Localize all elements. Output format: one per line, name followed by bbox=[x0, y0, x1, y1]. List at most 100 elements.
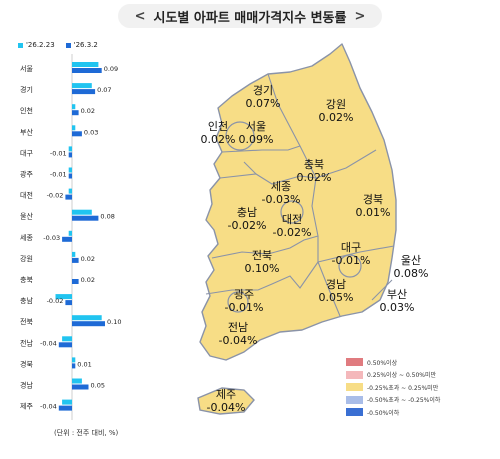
region-border bbox=[267, 73, 377, 179]
value-label: 0.09 bbox=[104, 65, 118, 73]
region-value: -0.01% bbox=[332, 254, 371, 267]
value-label: -0.04 bbox=[40, 339, 57, 347]
bar-curr bbox=[72, 363, 76, 369]
category-label: 충북 bbox=[20, 275, 33, 284]
region-name: 광주 bbox=[234, 288, 254, 301]
bar-curr bbox=[72, 68, 102, 73]
legend-item-prev: '26.2.23 bbox=[18, 41, 55, 49]
region-border bbox=[221, 145, 301, 153]
region-name: 강원 bbox=[326, 98, 346, 111]
map-legend-item: 0.25%이상 ~ 0.50%미만 bbox=[346, 369, 440, 382]
category-label: 인천 bbox=[20, 106, 33, 115]
region-value: 0.09% bbox=[239, 133, 274, 146]
bar-prev bbox=[72, 104, 76, 110]
category-label: 경기 bbox=[20, 85, 33, 94]
bar-curr bbox=[72, 215, 99, 221]
category-label: 세종 bbox=[20, 233, 33, 242]
gwangju-shape bbox=[227, 291, 249, 313]
region-name: 경남 bbox=[326, 278, 346, 291]
map-legend-swatch bbox=[346, 408, 363, 417]
bar-curr bbox=[58, 342, 72, 348]
map-legend-label: 0.50%이상 bbox=[367, 359, 398, 367]
bar-curr bbox=[72, 110, 79, 116]
region-border bbox=[371, 279, 393, 301]
region-value: 0.02% bbox=[319, 111, 354, 124]
map-legend-label: -0.25%초과 ~ 0.25%미만 bbox=[367, 384, 439, 392]
region-border bbox=[219, 173, 317, 185]
region-name: 서울 bbox=[246, 120, 266, 133]
value-label: 0.02 bbox=[81, 107, 95, 115]
category-label: 전남 bbox=[20, 338, 33, 347]
bar-curr bbox=[72, 257, 79, 263]
value-label: 0.08 bbox=[100, 213, 114, 221]
category-label: 대구 bbox=[20, 149, 33, 157]
region-value: 0.02% bbox=[201, 133, 236, 146]
region-value: 0.08% bbox=[394, 267, 429, 280]
category-label: 울산 bbox=[20, 212, 33, 221]
jeju-shape bbox=[197, 387, 255, 415]
region-name: 대구 bbox=[341, 241, 361, 254]
category-label: 강원 bbox=[20, 254, 33, 263]
region-border bbox=[317, 245, 395, 263]
bar-curr bbox=[72, 384, 89, 390]
region-value: 0.05% bbox=[319, 291, 354, 304]
value-label: -0.03 bbox=[43, 234, 60, 242]
map-legend-label: 0.25%이상 ~ 0.50%미만 bbox=[367, 372, 437, 380]
region-value: 0.01% bbox=[356, 206, 391, 219]
chart-title: < 시도별 아파트 매매가격지수 변동률 > bbox=[118, 4, 382, 28]
bar-curr bbox=[72, 321, 105, 327]
category-label: 부산 bbox=[20, 127, 33, 136]
unit-note: (단위 : 전주 대비, %) bbox=[54, 429, 119, 437]
value-label: -0.01 bbox=[50, 171, 67, 179]
region-border bbox=[211, 235, 319, 259]
category-label: 경남 bbox=[20, 381, 33, 390]
bar-curr bbox=[68, 152, 72, 158]
region-value: -0.04% bbox=[219, 334, 258, 347]
value-label: -0.02 bbox=[47, 297, 64, 305]
region-value: -0.02% bbox=[273, 226, 312, 239]
value-label: 0.03 bbox=[84, 128, 98, 136]
bar-prev bbox=[55, 294, 72, 300]
map-legend-swatch bbox=[346, 383, 363, 392]
value-label: -0.02 bbox=[47, 192, 64, 200]
map-legend-swatch bbox=[346, 358, 363, 367]
value-label: 0.05 bbox=[91, 382, 105, 390]
category-label: 서울 bbox=[20, 64, 33, 73]
seoul-shape bbox=[225, 121, 255, 151]
bar-curr bbox=[65, 194, 72, 200]
map-legend-item: 0.50%이상 bbox=[346, 356, 440, 369]
value-label: -0.01 bbox=[50, 149, 67, 157]
category-label: 제주 bbox=[20, 403, 33, 411]
region-name: 경기 bbox=[253, 84, 273, 97]
region-value: -0.03% bbox=[262, 193, 301, 206]
bar-prev bbox=[62, 336, 72, 342]
bar-prev bbox=[72, 357, 76, 363]
legend-swatch-curr bbox=[65, 42, 71, 48]
region-name: 울산 bbox=[401, 254, 421, 267]
region-name: 세종 bbox=[271, 180, 291, 193]
legend-item-curr: '26.3.2 bbox=[65, 41, 98, 49]
category-label: 광주 bbox=[20, 171, 33, 179]
region-name: 충남 bbox=[237, 206, 257, 219]
bar-prev bbox=[72, 209, 92, 215]
daejeon-shape bbox=[280, 200, 304, 224]
region-name: 대전 bbox=[282, 213, 302, 226]
region-border bbox=[311, 177, 341, 317]
bar-prev bbox=[72, 251, 76, 257]
region-name: 전북 bbox=[252, 249, 272, 262]
bar-curr bbox=[72, 89, 96, 95]
map-legend-label: -0.50%초과 ~ -0.25%이하 bbox=[367, 397, 441, 405]
value-label: 0.07 bbox=[97, 86, 111, 94]
region-value: -0.01% bbox=[225, 301, 264, 314]
chevron-right-icon: > bbox=[354, 8, 366, 24]
bar-prev bbox=[72, 83, 92, 89]
value-label: 0.10 bbox=[107, 318, 121, 326]
mainland-shape bbox=[199, 43, 397, 361]
chevron-left-icon: < bbox=[134, 8, 146, 24]
bar-curr bbox=[68, 173, 72, 179]
bar-prev bbox=[72, 125, 76, 131]
bar-prev bbox=[68, 230, 72, 236]
bar-prev bbox=[68, 146, 72, 152]
